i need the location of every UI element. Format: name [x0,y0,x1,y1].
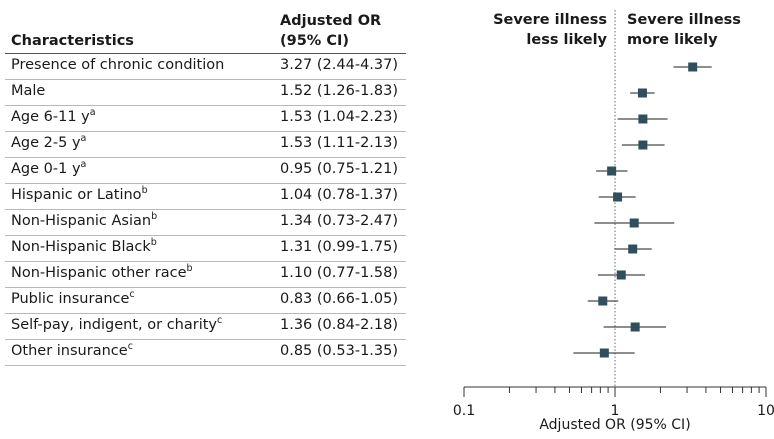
row-separator [5,261,406,262]
row-or-value: 3.27 (2.44-4.37) [280,57,399,73]
or-marker [629,218,639,228]
adjusted-or-header: Adjusted OR (95% CI) [280,11,381,51]
row-separator [5,157,406,158]
row-label: Age 2-5 ya [11,133,87,151]
or-marker [607,166,617,176]
row-label-text: Presence of chronic condition [11,57,225,73]
row-or-value: 1.31 (0.99-1.75) [280,239,399,255]
row-label: Male [11,83,45,99]
table-row: Presence of chronic condition 3.27 (2.44-… [5,54,406,80]
row-label-text: Hispanic or Latino [11,187,142,203]
or-marker [598,296,608,306]
footnote-marker: b [141,185,148,196]
row-label: Self-pay, indigent, or charityc [11,315,223,333]
row-label: Non-Hispanic other raceb [11,263,193,281]
row-separator [5,105,406,106]
row-label: Hispanic or Latinob [11,185,148,203]
row-label: Presence of chronic condition [11,57,224,73]
row-separator [5,131,406,132]
table-row: Male 1.52 (1.26-1.83) [5,80,406,106]
table-row: Age 0-1 ya 0.95 (0.75-1.21) [5,158,406,184]
header-rule [5,53,406,54]
row-or-value: 1.34 (0.73-2.47) [280,213,399,229]
row-separator [5,313,406,314]
or-marker [616,270,626,280]
row-label: Non-Hispanic Blackb [11,237,157,255]
row-label-text: Self-pay, indigent, or charity [11,317,218,333]
row-label-text: Male [11,83,46,99]
row-or-value: 1.53 (1.11-2.13) [280,135,399,151]
row-label: Public insurancec [11,289,135,307]
footnote-marker: a [89,107,96,118]
footnote-marker: b [186,263,193,274]
table-row: Hispanic or Latinob 1.04 (0.78-1.37) [5,184,406,210]
row-label-text: Non-Hispanic other race [11,265,187,281]
row-separator [5,209,406,210]
row-or-value: 0.83 (0.66-1.05) [280,291,399,307]
row-or-value: 0.95 (0.75-1.21) [280,161,399,177]
row-label-text: Non-Hispanic Asian [11,213,152,229]
row-label-text: Public insurance [11,291,130,307]
row-or-value: 0.85 (0.53-1.35) [280,343,399,359]
or-marker [688,62,698,72]
less-likely-label: Severe illness less likely [493,10,607,50]
or-marker [630,322,640,332]
row-label-text: Other insurance [11,343,128,359]
more-likely-label-line2: more likely [627,32,718,48]
more-likely-label: Severe illness more likely [627,10,741,50]
x-tick-label: 10 [757,403,774,419]
row-label-text: Non-Hispanic Black [11,239,151,255]
row-separator [5,183,406,184]
row-or-value: 1.04 (0.78-1.37) [280,187,399,203]
table-row: Age 6-11 ya 1.53 (1.04-2.23) [5,106,406,132]
footnote-marker: a [80,159,87,170]
row-label-text: Age 0-1 y [11,161,81,177]
or-marker [637,88,647,98]
table-row: Self-pay, indigent, or charityc 1.36 (0.8… [5,314,406,340]
row-separator [5,365,406,366]
row-separator [5,287,406,288]
footnote-marker: c [129,289,135,300]
table-row: Non-Hispanic Asianb 1.34 (0.73-2.47) [5,210,406,236]
row-or-value: 1.10 (0.77-1.58) [280,265,399,281]
more-likely-label-line1: Severe illness [627,12,741,28]
row-label: Age 6-11 ya [11,107,96,125]
row-label: Other insurancec [11,341,133,359]
footnote-marker: c [127,341,133,352]
row-label-text: Age 2-5 y [11,135,81,151]
footnote-marker: b [150,237,157,248]
table-row: Non-Hispanic other raceb 1.10 (0.77-1.58) [5,262,406,288]
x-tick-label: 0.1 [453,403,475,419]
or-marker [638,140,648,150]
row-label: Non-Hispanic Asianb [11,211,158,229]
table-row: Non-Hispanic Blackb 1.31 (0.99-1.75) [5,236,406,262]
table-row: Public insurancec 0.83 (0.66-1.05) [5,288,406,314]
row-separator [5,339,406,340]
less-likely-label-line1: Severe illness [493,12,607,28]
table-row: Age 2-5 ya 1.53 (1.11-2.13) [5,132,406,158]
table-row: Other insurancec 0.85 (0.53-1.35) [5,340,406,366]
or-marker [613,192,623,202]
row-label: Age 0-1 ya [11,159,87,177]
less-likely-label-line2: less likely [526,32,607,48]
row-separator [5,235,406,236]
row-or-value: 1.52 (1.26-1.83) [280,83,399,99]
row-separator [5,79,406,80]
or-marker [628,244,638,254]
or-marker [638,114,648,124]
x-axis-title: Adjusted OR (95% CI) [539,417,691,433]
or-marker [599,348,609,358]
adjusted-or-header-line1: Adjusted OR [280,13,382,29]
row-or-value: 1.36 (0.84-2.18) [280,317,399,333]
footnote-marker: b [151,211,158,222]
adjusted-or-header-line2: (95% CI) [280,33,350,49]
footnote-marker: a [80,133,87,144]
row-or-value: 1.53 (1.04-2.23) [280,109,399,125]
footnote-marker: c [217,315,223,326]
characteristics-header: Characteristics [11,33,134,49]
x-tick-label: 1 [611,403,620,419]
row-label-text: Age 6-11 y [11,109,90,125]
